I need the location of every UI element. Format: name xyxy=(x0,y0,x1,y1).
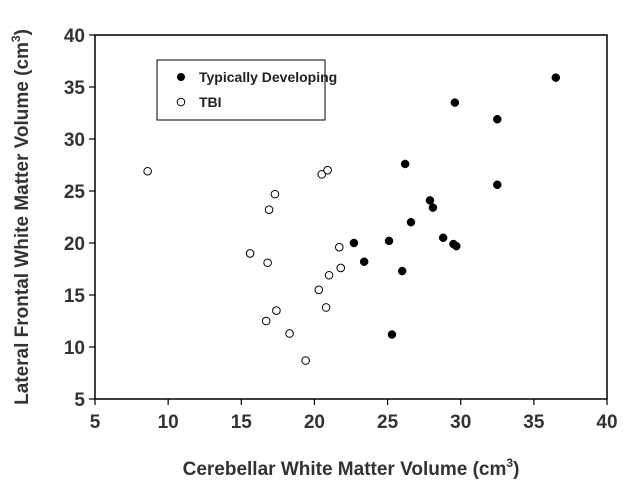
point-typically-developing xyxy=(349,238,359,248)
point-tbi xyxy=(264,205,274,215)
y-axis-title-text: Lateral Frontal White Matter Volume (cm xyxy=(12,42,33,405)
y-tick-label: 20 xyxy=(64,234,85,255)
y-axis-title: Lateral Frontal White Matter Volume (cm3… xyxy=(9,29,33,405)
legend-label-tbi: TBI xyxy=(199,94,222,110)
point-typically-developing xyxy=(428,203,438,212)
point-typically-developing xyxy=(387,330,397,339)
x-axis-title-end: ) xyxy=(513,459,519,480)
point-tbi xyxy=(245,249,255,258)
point-typically-developing xyxy=(438,233,448,243)
y-axis-title-end: ) xyxy=(12,29,33,35)
y-tick-label: 5 xyxy=(74,390,85,411)
point-tbi xyxy=(321,303,331,312)
y-tick-label: 35 xyxy=(64,78,86,99)
point-typically-developing xyxy=(450,98,460,107)
y-tick-label: 30 xyxy=(64,130,85,151)
point-typically-developing xyxy=(452,241,461,251)
legend: Typically Developing TBI xyxy=(156,59,337,121)
y-tick-label: 15 xyxy=(64,286,86,307)
point-typically-developing xyxy=(551,73,561,82)
x-axis-title-text: Cerebellar White Matter Volume (cm xyxy=(183,459,507,480)
point-tbi xyxy=(323,165,332,175)
y-tick-label: 25 xyxy=(64,182,86,203)
data-points xyxy=(143,73,561,365)
point-typically-developing xyxy=(397,266,407,276)
y-axis-title-superscript: 3 xyxy=(9,35,23,42)
point-tbi xyxy=(261,316,271,326)
point-tbi xyxy=(285,329,294,338)
y-tick-label: 10 xyxy=(64,338,85,359)
x-tick-label: 15 xyxy=(231,412,253,433)
x-tick-label: 35 xyxy=(523,412,545,433)
legend-marker-tbi xyxy=(176,97,186,107)
point-tbi xyxy=(317,170,327,179)
x-tick-label: 10 xyxy=(158,412,179,433)
point-typically-developing xyxy=(406,217,416,227)
point-tbi xyxy=(272,306,281,315)
y-tick-label: 40 xyxy=(64,26,85,47)
point-typically-developing xyxy=(425,196,435,205)
point-typically-developing xyxy=(400,159,410,169)
point-tbi xyxy=(270,189,280,199)
point-tbi xyxy=(314,285,324,295)
point-typically-developing xyxy=(384,236,394,246)
x-tick-label: 30 xyxy=(450,412,471,433)
x-tick-label: 25 xyxy=(377,412,399,433)
point-typically-developing xyxy=(493,180,502,190)
y-axis-ticks: 5 10 15 20 25 30 35 40 xyxy=(64,26,95,411)
legend-marker-typically-developing xyxy=(177,73,185,81)
x-axis-ticks: 5 10 15 20 25 30 35 40 xyxy=(90,399,618,433)
point-tbi xyxy=(301,356,310,365)
x-tick-label: 20 xyxy=(304,412,325,433)
legend-label-typically-developing: Typically Developing xyxy=(199,69,337,85)
x-tick-label: 40 xyxy=(596,412,617,433)
point-tbi xyxy=(324,270,334,280)
point-typically-developing xyxy=(493,114,502,124)
point-tbi xyxy=(143,166,152,176)
legend-box xyxy=(156,59,326,121)
point-tbi xyxy=(334,242,344,252)
x-tick-label: 5 xyxy=(90,412,101,433)
point-tbi xyxy=(263,258,272,268)
point-tbi xyxy=(336,263,346,273)
point-typically-developing xyxy=(359,257,369,266)
x-axis-title: Cerebellar White Matter Volume (cm3) xyxy=(183,456,520,480)
x-axis-title-superscript: 3 xyxy=(506,456,513,470)
